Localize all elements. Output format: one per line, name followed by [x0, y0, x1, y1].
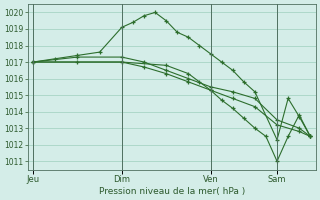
X-axis label: Pression niveau de la mer( hPa ): Pression niveau de la mer( hPa )	[99, 187, 245, 196]
